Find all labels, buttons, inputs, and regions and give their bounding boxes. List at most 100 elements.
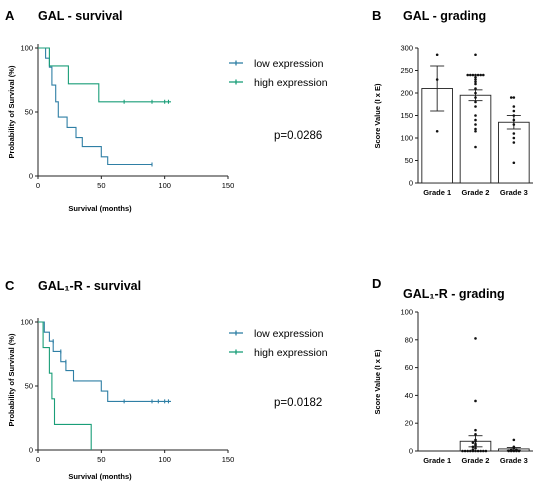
data-point	[512, 161, 516, 165]
data-point	[471, 445, 475, 449]
x-tick-label: Grade 3	[500, 456, 528, 465]
y-tick-label: 100	[20, 44, 33, 53]
data-point	[435, 129, 439, 133]
data-point	[474, 444, 477, 447]
data-point	[474, 80, 477, 84]
panel-a-legend: low expression high expression	[229, 58, 328, 89]
x-tick-label: Grade 1	[423, 456, 451, 465]
y-tick-label: 100	[20, 318, 33, 327]
y-tick-label: 60	[405, 363, 413, 372]
data-point	[466, 73, 470, 77]
data-point	[474, 75, 477, 79]
data-point	[512, 438, 516, 442]
y-tick-label: 100	[400, 308, 413, 317]
panel-b-title: GAL - grading	[403, 9, 486, 23]
data-point	[482, 73, 485, 77]
data-point	[474, 96, 477, 99]
data-point	[474, 123, 477, 126]
legend-label-high: high expression	[254, 347, 328, 359]
data-point	[435, 53, 439, 57]
data-point	[474, 118, 477, 122]
panel-c-legend: low expression high expression	[229, 328, 328, 359]
panel-letter-b: B	[372, 8, 381, 23]
data-point	[474, 105, 477, 108]
data-point	[479, 73, 483, 77]
x-tick-label: Grade 3	[500, 188, 528, 197]
y-tick-label: 40	[405, 391, 413, 400]
data-point	[507, 449, 510, 453]
panel-b: B GAL - grading 0 50 100 150 200 250 300 Grade …	[372, 8, 533, 197]
data-point	[512, 114, 516, 117]
data-point	[484, 449, 488, 453]
legend-marker-low	[229, 60, 243, 66]
data-point	[512, 132, 516, 135]
data-point	[435, 78, 439, 81]
data-point	[474, 53, 477, 57]
panel-a-title: GAL - survival	[38, 9, 123, 23]
panel-c-ylabel: Probability of Survival (%)	[7, 333, 16, 426]
data-point	[469, 449, 472, 453]
panel-d: D GAL₁-R - grading 0 20 40 60 80 100 Grade 1 Gr…	[372, 276, 533, 465]
data-point	[474, 100, 477, 104]
data-point	[509, 449, 513, 453]
data-point	[474, 127, 477, 131]
data-point	[512, 109, 516, 113]
x-tick-label: 150	[222, 181, 235, 190]
legend-label-high: high expression	[254, 77, 328, 89]
data-point	[474, 428, 477, 432]
data-point	[512, 449, 516, 453]
data-point	[474, 399, 477, 403]
data-point	[482, 449, 485, 453]
panel-c: C GAL₁-R - survival 0 50 100 150 0 50 100 Surv…	[5, 278, 328, 481]
panel-c-xlabel: Survival (months)	[68, 472, 132, 481]
x-tick-label: 100	[158, 181, 171, 190]
panel-a-plot: 0 50 100 150 0 50 100	[20, 44, 234, 191]
data-point	[512, 446, 516, 450]
data-point	[466, 449, 470, 453]
y-tick-label: 50	[25, 382, 33, 391]
y-tick-label: 150	[400, 111, 413, 120]
panel-c-pvalue: p=0.0182	[274, 397, 322, 409]
panel-a-xlabel: Survival (months)	[68, 204, 132, 213]
panel-d-ylabel: Score Value (I x E)	[373, 349, 382, 415]
x-tick-label: 150	[222, 455, 235, 464]
legend-label-low: low expression	[254, 328, 324, 340]
data-point	[474, 114, 477, 117]
panel-d-title: GAL₁-R - grading	[403, 287, 505, 301]
x-tick-label: 100	[158, 455, 171, 464]
y-tick-label: 300	[400, 44, 413, 53]
data-point	[461, 449, 464, 453]
data-point	[469, 73, 472, 77]
data-point	[474, 82, 477, 86]
x-tick-label: 0	[36, 455, 40, 464]
legend-marker-high	[229, 79, 243, 85]
panel-letter-c: C	[5, 278, 15, 293]
y-tick-label: 50	[25, 108, 33, 117]
data-point	[471, 441, 475, 444]
panel-a: A GAL - survival 0 50 100 150 0 50 100 Surviva…	[5, 8, 328, 213]
y-tick-label: 100	[400, 134, 413, 143]
data-point	[474, 439, 477, 443]
x-tick-label: 0	[36, 181, 40, 190]
y-tick-label: 0	[409, 179, 413, 188]
panel-b-plot: 0 50 100 150 200 250 300 Grade 1 Grade 2 Grade 3	[400, 44, 533, 197]
panel-b-ylabel: Score Value (I x E)	[373, 83, 382, 149]
data-point	[512, 96, 516, 99]
survival-curve-high	[38, 321, 92, 450]
data-point	[479, 449, 483, 453]
y-tick-label: 200	[400, 89, 413, 98]
bar	[459, 94, 492, 184]
x-tick-label: Grade 2	[462, 456, 490, 465]
bar	[498, 121, 530, 184]
data-point	[474, 446, 477, 450]
legend-marker-high	[229, 349, 243, 355]
data-point	[509, 96, 513, 99]
panel-letter-d: D	[372, 276, 381, 291]
panel-c-plot: 0 50 100 150 0 50 100	[20, 318, 234, 465]
y-tick-label: 250	[400, 66, 413, 75]
data-point	[512, 123, 516, 126]
data-point	[512, 105, 516, 108]
legend-marker-low	[229, 330, 243, 336]
panel-a-pvalue: p=0.0286	[274, 130, 322, 142]
